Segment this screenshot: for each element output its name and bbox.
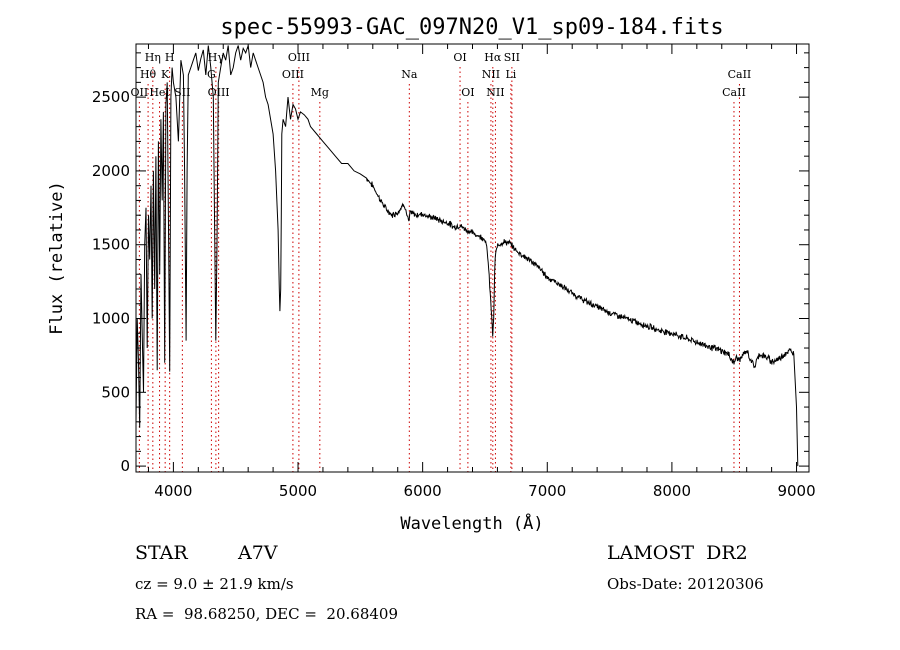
line-label-17: SII xyxy=(504,51,520,64)
line-label-22: CaII xyxy=(722,86,746,99)
y-tick-label: 0 xyxy=(120,457,130,475)
line-label-0: Hη xyxy=(145,51,161,64)
x-tick-label: 8000 xyxy=(653,482,691,500)
line-label-12: Mg xyxy=(311,86,329,99)
x-tick-label: 7000 xyxy=(528,482,566,500)
line-label-18: NII xyxy=(482,68,500,81)
y-tick-label: 2500 xyxy=(92,88,130,106)
line-label-19: Li xyxy=(505,68,516,81)
y-tick-label: 500 xyxy=(101,383,130,401)
x-tick-label: 9000 xyxy=(777,482,815,500)
observation-date: Obs-Date: 20120306 xyxy=(607,575,764,593)
y-axis: 0 500 1000 1500 2000 2500 xyxy=(92,52,809,475)
line-label-1: H xyxy=(165,51,175,64)
redshift-readout: cz = 9.0 ± 21.9 km/s xyxy=(135,575,294,593)
chart-title: spec-55993-GAC_097N20_V1_sp09-184.fits xyxy=(220,15,723,40)
emission-line-markers xyxy=(138,67,740,472)
y-tick-label: 1000 xyxy=(92,310,130,328)
line-label-21: CaII xyxy=(728,68,752,81)
survey-name: LAMOST DR2 xyxy=(607,542,748,564)
plot-frame xyxy=(135,43,810,473)
object-subclass: A7V xyxy=(238,542,278,564)
line-label-6: SII xyxy=(174,86,190,99)
x-tick-label: 5000 xyxy=(279,482,317,500)
line-label-16: Hα xyxy=(484,51,502,64)
line-label-7: Hγ xyxy=(208,51,225,64)
line-label-5: HeI xyxy=(149,86,169,99)
line-label-11: OIII xyxy=(282,68,304,81)
x-axis: 4000 5000 6000 7000 8000 9000 xyxy=(147,44,816,500)
y-axis-label: Flux (relative) xyxy=(47,181,67,335)
x-tick-label: 4000 xyxy=(154,482,192,500)
line-label-3: K xyxy=(161,68,170,81)
object-class: STAR xyxy=(135,542,188,564)
spectrum-line xyxy=(135,45,799,467)
line-label-13: Na xyxy=(401,68,418,81)
line-label-15: OI xyxy=(461,86,474,99)
line-label-14: OI xyxy=(453,51,466,64)
x-axis-label: Wavelength (Å) xyxy=(400,512,543,534)
line-label-4: OII xyxy=(131,86,149,99)
y-tick-label: 2000 xyxy=(92,162,130,180)
line-label-10: OIII xyxy=(288,51,310,64)
line-label-2: Hθ xyxy=(140,68,157,81)
y-tick-label: 1500 xyxy=(92,236,130,254)
line-label-20: NII xyxy=(486,86,504,99)
coordinates-readout: RA = 98.68250, DEC = 20.68409 xyxy=(135,605,399,623)
x-tick-label: 6000 xyxy=(404,482,442,500)
